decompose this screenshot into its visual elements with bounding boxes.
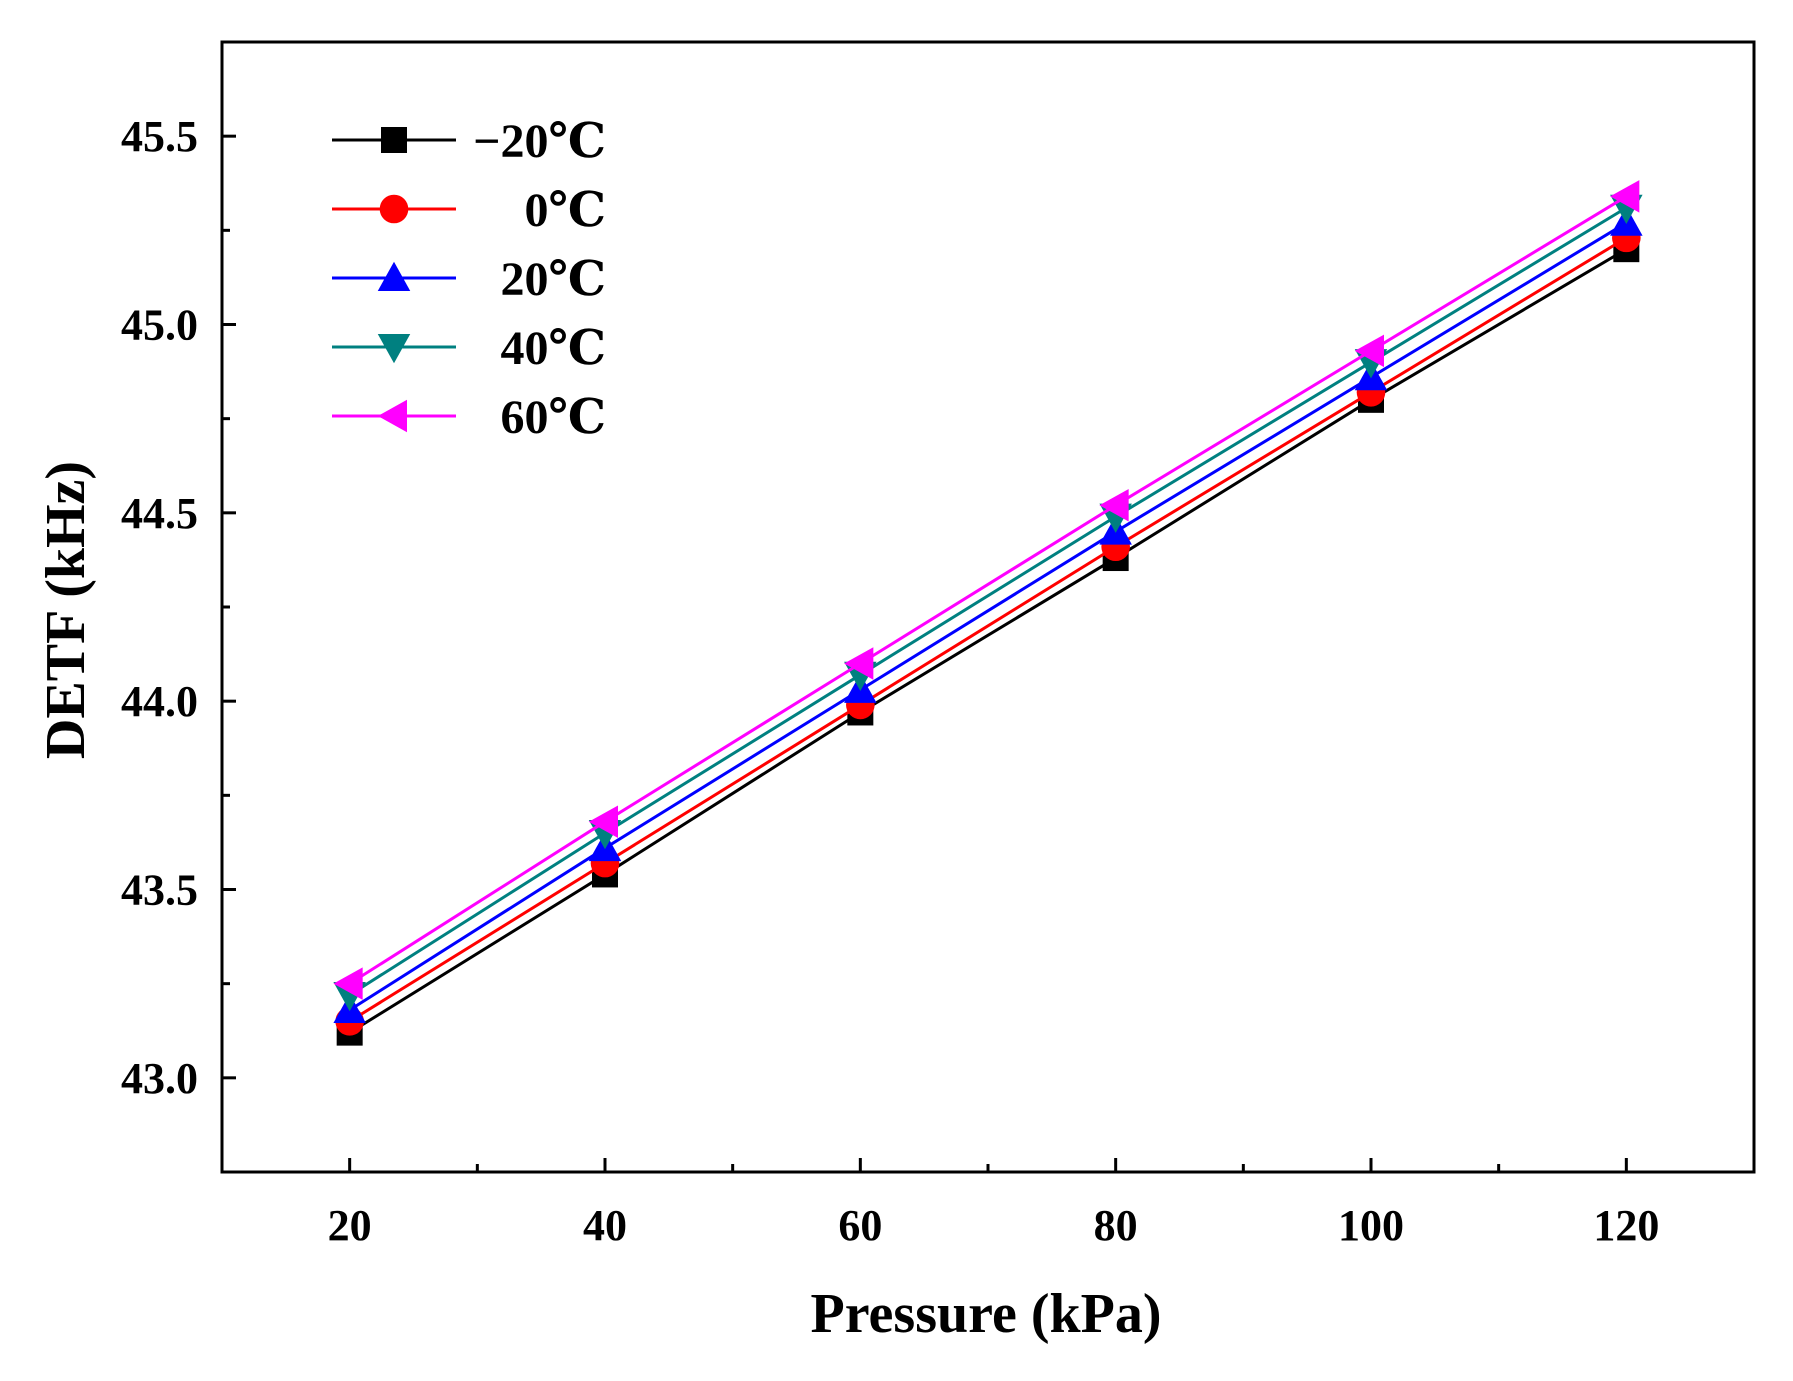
x-tick-label: 120 <box>1593 1201 1659 1250</box>
legend-label-0: −20℃ <box>473 115 606 168</box>
legend-marker-2 <box>377 261 411 291</box>
series-line-2 <box>348 221 1628 1012</box>
axes-layer: 20 40 60 80 100 120 43.0 43.5 44.0 44.5 45.0 45.5 <box>121 40 1756 1250</box>
x-tick-label: 80 <box>1094 1201 1138 1250</box>
x-axis-title: Pressure (kPa) <box>811 1283 1162 1345</box>
data-point <box>588 805 618 838</box>
series-line-3 <box>348 206 1628 997</box>
y-axis-title: DETF (kHz) <box>35 461 97 759</box>
legend-marker-1 <box>379 194 409 224</box>
legend-marker-0 <box>381 127 407 153</box>
series-line-4 <box>348 195 1628 985</box>
legend: −20℃ 0℃ 20℃ 40℃ 60℃ <box>332 115 606 444</box>
legend-marker-3 <box>377 334 411 364</box>
legend-label-4: 60℃ <box>500 391 606 444</box>
series-3 <box>333 194 1643 1012</box>
series-line-0 <box>348 247 1628 1034</box>
legend-label-2: 20℃ <box>500 253 606 306</box>
data-point <box>1099 489 1129 522</box>
series-layer <box>333 180 1643 1046</box>
y-tick-label: 43.0 <box>121 1054 198 1103</box>
legend-label-1: 0℃ <box>524 184 606 237</box>
legend-marker-4 <box>377 399 407 433</box>
plot-frame <box>220 40 1756 1174</box>
x-tick-label: 100 <box>1338 1201 1404 1250</box>
data-point <box>844 647 874 680</box>
x-tick-label: 20 <box>328 1201 372 1250</box>
y-tick-label: 44.0 <box>121 677 198 726</box>
y-tick-label: 45.0 <box>121 301 198 350</box>
y-tick-label: 43.5 <box>121 866 198 915</box>
data-point <box>1354 334 1384 368</box>
y-tick-label: 44.5 <box>121 489 198 538</box>
x-tick-label: 60 <box>838 1201 882 1250</box>
x-tick-label: 40 <box>583 1201 627 1250</box>
data-point <box>333 967 363 1000</box>
data-point <box>1610 180 1640 213</box>
series-4 <box>333 180 1640 1000</box>
y-tick-label: 45.5 <box>121 112 198 161</box>
series-line-1 <box>348 236 1628 1023</box>
legend-label-3: 40℃ <box>500 322 606 375</box>
